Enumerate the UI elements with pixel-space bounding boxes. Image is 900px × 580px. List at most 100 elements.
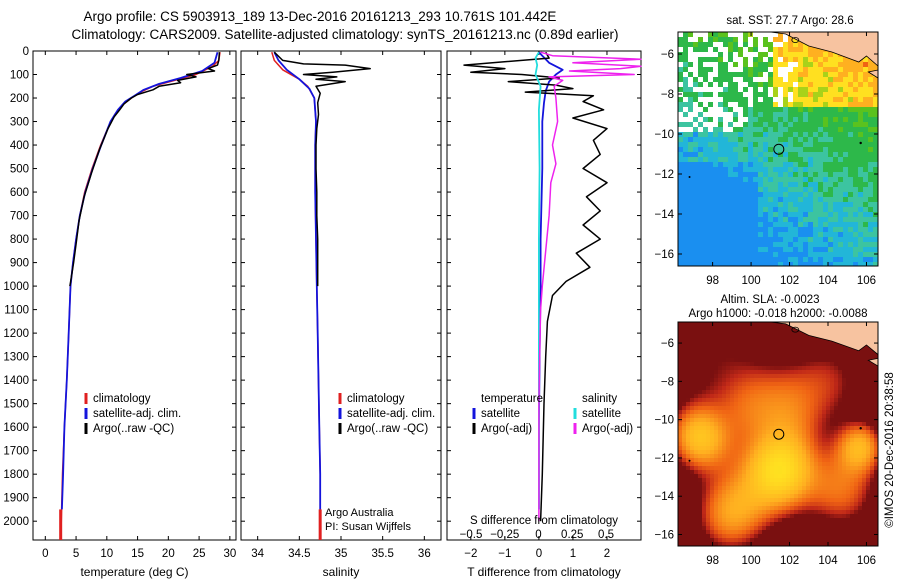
lat-tick-label: −14 xyxy=(654,209,674,221)
profile-panel-1: 0100200300400500600700800900100011001200… xyxy=(3,46,237,579)
lon-tick-label: 102 xyxy=(780,555,799,567)
x-tick-label: −2 xyxy=(464,548,477,560)
y-tick-label: 1600 xyxy=(3,422,29,434)
argo-annotation-line2: PI: Susan Wijffels xyxy=(325,521,411,533)
lat-tick-label: −12 xyxy=(654,169,674,181)
x-tick-label: 5 xyxy=(73,548,79,560)
y-tick-label: 600 xyxy=(10,187,29,199)
legend-label: climatology xyxy=(347,393,405,405)
lat-tick-label: −14 xyxy=(654,491,674,503)
legend-panel-2: climatology satellite-adj. clim. Argo(..ra… xyxy=(338,393,435,435)
lon-tick-label: 106 xyxy=(857,275,876,287)
lon-tick-label: 102 xyxy=(780,275,799,287)
legend-header-temperature: temperature xyxy=(481,393,543,405)
y-tick-label: 1300 xyxy=(3,352,29,364)
s-tick-label: −0.5 xyxy=(460,529,483,541)
sla-map-title: Altim. SLA: -0.0023 xyxy=(720,294,819,306)
y-tick-label: 1500 xyxy=(3,399,29,411)
lat-tick-label: −8 xyxy=(661,376,674,388)
lon-tick-label: 98 xyxy=(706,555,719,567)
series-3-line xyxy=(534,51,542,510)
x-tick-label: 35 xyxy=(335,548,348,560)
y-tick-label: 1800 xyxy=(3,469,29,481)
y-tick-label: 1700 xyxy=(3,446,29,458)
y-tick-label: 700 xyxy=(10,211,29,223)
x-tick-label: −1 xyxy=(498,548,511,560)
series-3-line xyxy=(69,52,221,287)
lat-tick-label: −6 xyxy=(661,49,674,61)
series-3-line xyxy=(273,51,371,287)
lon-tick-label: 104 xyxy=(818,555,838,567)
imos-credit-text: ©IMOS 20-Dec-2016 20:38:58 xyxy=(884,372,896,528)
sst-map-title: sat. SST: 27.7 Argo: 28.6 xyxy=(726,15,853,27)
legend-panel-1: climatology satellite-adj. clim. Argo(..ra… xyxy=(84,393,181,435)
y-tick-label: 800 xyxy=(10,234,29,246)
y-tick-label: 300 xyxy=(10,117,29,129)
lat-tick-label: −16 xyxy=(654,530,674,542)
lon-tick-label: 104 xyxy=(818,275,838,287)
x-tick-label: 34 xyxy=(251,548,264,560)
legend-header-salinity: salinity xyxy=(582,393,617,405)
x-tick-label: 30 xyxy=(223,548,236,560)
map-field xyxy=(678,322,878,546)
x-tick-label: 2 xyxy=(604,548,610,560)
x-tick-label: 34.5 xyxy=(288,548,310,560)
lon-tick-label: 106 xyxy=(857,555,876,567)
profile-panel-2: 34 34.5 35 35.5 36 salinity xyxy=(240,50,442,579)
profile-panel-3: −2 −1 0 1 2 T difference from climatology xyxy=(446,50,642,579)
y-tick-label: 1200 xyxy=(3,328,29,340)
lon-tick-label: 98 xyxy=(706,275,719,287)
y-tick-label: 0 xyxy=(23,46,29,58)
sst-map: 98 100 102 104 106 −6 −8 −10 −12 −14 −16 sat. SST: … xyxy=(654,15,879,287)
lat-tick-label: −10 xyxy=(654,129,674,141)
legend-label: satellite xyxy=(582,408,621,420)
argo-float-marker xyxy=(773,428,785,440)
s-tick-label: 0.5 xyxy=(598,529,614,541)
argo-float-marker xyxy=(773,143,785,155)
series-2-line xyxy=(61,51,219,510)
plot-frame xyxy=(240,50,442,541)
island-dot xyxy=(688,176,691,178)
plot-frame xyxy=(446,50,642,541)
series-1-line xyxy=(59,52,221,541)
island-dot xyxy=(859,141,862,145)
island-outline xyxy=(791,326,800,333)
lat-tick-label: −16 xyxy=(654,249,674,261)
y-tick-label: 900 xyxy=(10,258,29,270)
lat-tick-label: −12 xyxy=(654,453,674,465)
x-tick-label: 36 xyxy=(418,548,431,560)
legend-label: climatology xyxy=(93,393,151,405)
y-tick-label: 200 xyxy=(10,93,29,105)
x-tick-label: 35.5 xyxy=(371,548,393,560)
series-1-line xyxy=(271,51,321,540)
sla-map-subtitle: Argo h1000: -0.018 h2000: -0.0088 xyxy=(688,308,867,320)
series-2-line xyxy=(273,51,322,510)
s-tick-label: −0.25 xyxy=(490,529,519,541)
s-tick-label: 0 xyxy=(535,529,541,541)
land-area xyxy=(867,357,878,367)
legend-label: Argo(-adj) xyxy=(481,423,532,435)
plot-frame xyxy=(32,50,237,541)
y-tick-label: 400 xyxy=(10,140,29,152)
island-dot xyxy=(859,427,862,430)
legend-label: Argo(..raw -QC) xyxy=(93,423,174,435)
sla-map: 98 100 102 104 106 −6 −8 −10 −12 −14 −16 Altim. SLA… xyxy=(654,294,879,567)
series-4-line xyxy=(538,51,642,522)
island-outline xyxy=(791,37,800,43)
lon-tick-label: 100 xyxy=(741,555,760,567)
s-axis-title: S difference from climatology xyxy=(470,515,618,527)
lat-tick-label: −10 xyxy=(654,415,674,427)
x-tick-label: 0 xyxy=(536,548,542,560)
x-tick-label: 10 xyxy=(100,548,113,560)
y-tick-label: 500 xyxy=(10,164,29,176)
legend-panel-3: temperature satellite Argo(-adj) salinity sa… xyxy=(472,393,633,435)
legend-label: Argo(..raw -QC) xyxy=(347,423,428,435)
y-tick-label: 2000 xyxy=(3,516,29,528)
x-axis-label: salinity xyxy=(323,565,360,579)
legend-label: satellite-adj. clim. xyxy=(93,408,181,420)
x-axis-label: temperature (deg C) xyxy=(80,565,188,579)
lat-tick-label: −6 xyxy=(661,338,674,350)
series-2-line xyxy=(463,51,608,522)
profile-title: Argo profile: CS 5903913_189 13-Dec-2016… xyxy=(83,9,557,24)
